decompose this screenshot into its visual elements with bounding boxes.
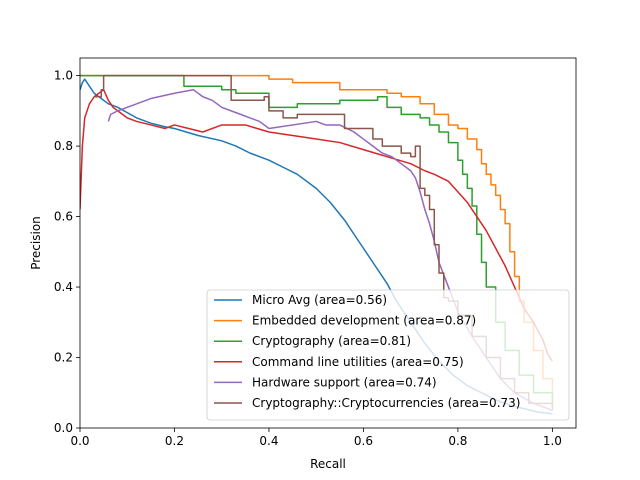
legend: Micro Avg (area=0.56) Embedded developmen…: [206, 289, 570, 421]
x-tick-label: 0.8: [448, 434, 467, 448]
legend-box: [206, 289, 570, 421]
legend-label: Command line utilities (area=0.75): [252, 355, 464, 369]
x-tick-label: 0.0: [70, 434, 89, 448]
plot-frame: [79, 57, 577, 429]
x-tick-label: 1.0: [543, 434, 562, 448]
x-tick-label: 0.4: [259, 434, 278, 448]
legend-label: Hardware support (area=0.74): [252, 375, 437, 389]
legend-label: Embedded development (area=0.87): [252, 314, 476, 328]
legend-label: Cryptography (area=0.81): [252, 334, 411, 348]
x-axis-ticks: 0.0 0.2 0.4 0.6 0.8 1.0: [70, 428, 562, 448]
y-axis-ticks: 0.0 0.2 0.4 0.6 0.8 1.0: [54, 69, 80, 435]
x-tick-label: 0.6: [354, 434, 373, 448]
series-line-3: [80, 88, 554, 362]
y-tick-label: 0.0: [54, 421, 73, 435]
legend-label: Cryptography::Cryptocurrencies (area=0.7…: [252, 396, 520, 410]
x-tick-label: 0.2: [165, 434, 184, 448]
y-tick-label: 0.2: [54, 351, 73, 365]
y-tick-label: 1.0: [54, 69, 73, 83]
legend-label: Micro Avg (area=0.56): [252, 293, 387, 307]
y-tick-label: 0.8: [54, 139, 73, 153]
y-tick-label: 0.6: [54, 210, 73, 224]
y-tick-label: 0.4: [54, 280, 73, 294]
y-axis-label: Precision: [29, 216, 43, 270]
x-axis-label: Recall: [310, 457, 346, 471]
series-line-1: [80, 74, 554, 400]
